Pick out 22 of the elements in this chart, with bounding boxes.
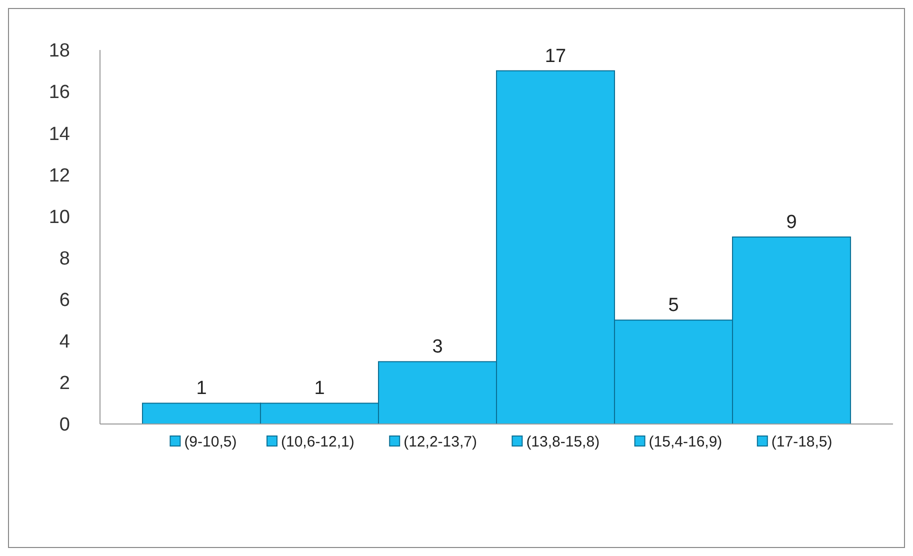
legend-label: (12,2-13,7): [404, 433, 477, 450]
legend-label: (17-18,5): [771, 433, 832, 450]
legend-label: (15,4-16,9): [648, 433, 722, 450]
legend-label: (9-10,5): [184, 433, 237, 450]
y-tick-label: 16: [48, 82, 70, 104]
y-tick-label: 14: [48, 124, 70, 145]
legend-label: (10,6-12,1): [281, 433, 354, 450]
y-tick-label: 0: [59, 414, 70, 436]
data-label: 17: [544, 46, 566, 67]
y-tick-label: 10: [48, 206, 70, 228]
y-tick-label: 8: [59, 248, 70, 270]
data-label: 5: [668, 295, 679, 316]
y-tick-label: 4: [59, 332, 70, 353]
y-tick-label: 6: [59, 290, 70, 311]
legend-label: (13,8-15,8): [526, 433, 600, 450]
y-tick-label: 2: [59, 373, 70, 394]
y-tick-label: 18: [48, 40, 70, 62]
data-label: 1: [196, 378, 207, 400]
data-label: 3: [432, 336, 443, 358]
data-label: 9: [786, 212, 797, 233]
data-label: 1: [314, 378, 325, 400]
y-tick-label: 12: [48, 165, 70, 186]
